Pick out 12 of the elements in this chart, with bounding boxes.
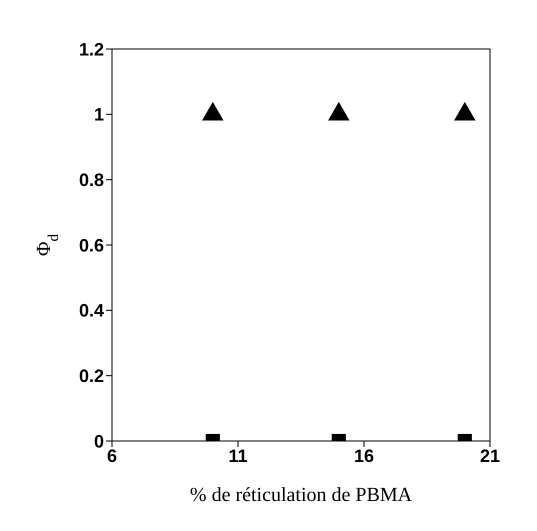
y-tick-label: 1 <box>94 104 104 125</box>
x-tick-label: 16 <box>354 446 374 466</box>
y-tick-label: 0.2 <box>78 366 104 386</box>
x-tick-label: 11 <box>228 446 248 466</box>
y-tick-label: 0.8 <box>78 170 104 190</box>
x-tick-label: 6 <box>106 446 118 466</box>
y-tick-label: 0.4 <box>78 300 104 321</box>
x-tick-label: 21 <box>480 446 500 466</box>
y-tick-label: 0.6 <box>78 235 104 256</box>
x-axis-title: % de réticulation de PBMA <box>190 484 413 506</box>
y-tick-label: 0 <box>94 431 104 452</box>
y-tick-label: 1.2 <box>78 39 104 60</box>
